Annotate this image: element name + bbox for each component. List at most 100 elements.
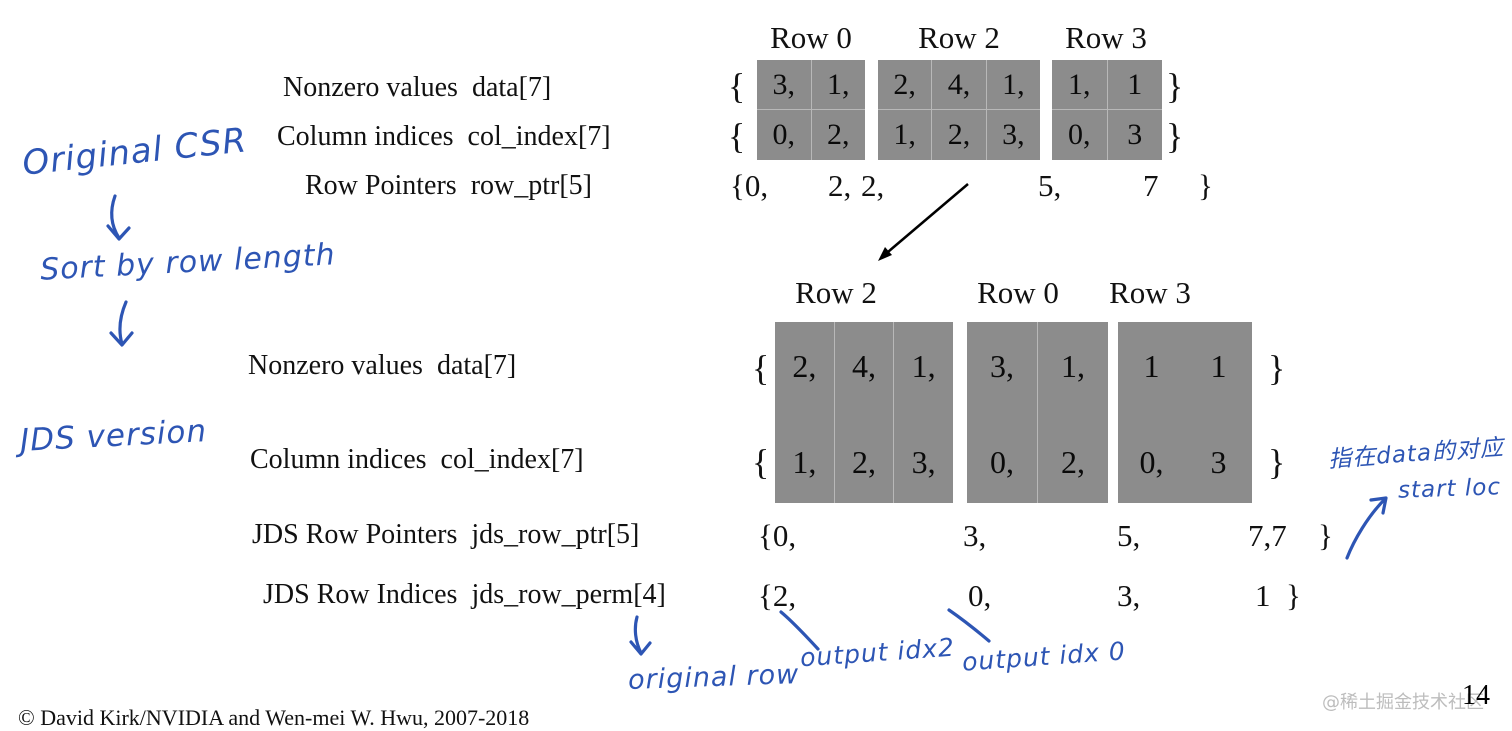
jds-rowptr-item: }	[1318, 518, 1333, 553]
original-csr-down-arrow	[106, 194, 131, 241]
jds-col: 1, 3,	[894, 322, 953, 503]
original-row-down-arrow	[629, 615, 652, 656]
csr-label-row-pointers: Row Pointers row_ptr[5]	[305, 170, 592, 202]
jds-rowptr-item: 5,	[1117, 518, 1141, 553]
jds-label-column-indices: Column indices col_index[7]	[250, 444, 584, 476]
jds-col: 3, 0,	[967, 322, 1038, 503]
copyright-text: © David Kirk/NVIDIA and Wen-mei W. Hwu, …	[18, 705, 530, 730]
grid-cell: 2,	[932, 110, 987, 160]
grid-cell: 4,	[932, 60, 987, 110]
label-code: data[7]	[471, 72, 552, 103]
jds-brace-close-col: }	[1268, 442, 1286, 482]
grid-cell: 3,	[990, 348, 1014, 384]
grid-cell: 3	[1210, 444, 1227, 480]
csr-label-nonzero-values: Nonzero values data[7]	[283, 72, 551, 104]
csr-row0-colidx-row: 0, 2,	[757, 110, 865, 160]
csr-row3-data-row: 1, 1	[1052, 60, 1162, 110]
jds-header-row0: Row 0	[977, 275, 1059, 310]
jds-rowptr-item: {0,	[758, 518, 797, 553]
label-code: jds_row_perm[4]	[471, 579, 666, 610]
grid-cell: 2,	[1061, 444, 1085, 480]
grid-cell: 3,	[986, 110, 1040, 160]
handwriting-original-row: original row	[627, 659, 800, 696]
grid-cell: 1	[1107, 60, 1162, 110]
grid-cell: 3,	[757, 60, 812, 110]
jds-col: 4, 2,	[835, 322, 895, 503]
label-code: col_index[7]	[467, 121, 611, 152]
label-code: col_index[7]	[440, 444, 584, 475]
handwriting-sort-by-row-length: Sort by row length	[39, 237, 337, 288]
handwriting-data-mapping-note: 指在data的对应	[1327, 434, 1505, 474]
jds-block-row3: 1 0, 1 3	[1118, 322, 1252, 503]
csr-rowptr-item: 5,	[1038, 168, 1062, 203]
label-text: JDS Row Indices	[263, 579, 458, 610]
grid-cell: 2,	[852, 444, 876, 480]
csr-row2-data-row: 2, 4, 1,	[878, 60, 1040, 110]
csr-label-column-indices: Column indices col_index[7]	[277, 121, 611, 153]
grid-cell: 2,	[878, 60, 933, 110]
csr-rowptr-item: 2,	[828, 168, 852, 203]
jds-label-nonzero-values: Nonzero values data[7]	[248, 350, 516, 382]
jds-col: 1 3	[1185, 322, 1252, 503]
grid-cell: 1,	[986, 60, 1040, 110]
label-code: data[7]	[436, 350, 517, 381]
output-idx0-line	[947, 608, 991, 643]
jds-brace-open-col: {	[752, 442, 770, 482]
grid-cell: 1	[1210, 348, 1227, 384]
csr-block-row3: 1, 1 0, 3	[1052, 60, 1162, 160]
grid-cell: 2,	[811, 110, 865, 160]
jds-header-row2: Row 2	[795, 275, 877, 310]
grid-cell: 3	[1107, 110, 1162, 160]
start-loc-arrow	[1345, 496, 1388, 560]
jds-rowperm-item: 1	[1255, 578, 1271, 613]
handwriting-output-idx2: output idx2	[799, 632, 956, 673]
grid-cell: 0,	[757, 110, 812, 160]
handwriting-original-csr: Original CSR	[20, 120, 249, 184]
csr-brace-close-data: }	[1166, 66, 1184, 106]
grid-cell: 4,	[852, 348, 876, 384]
jds-rowptr-item: 7,7	[1248, 518, 1287, 553]
grid-cell: 0,	[1052, 110, 1108, 160]
jds-rowperm-item: }	[1286, 578, 1301, 613]
label-text: Nonzero values	[283, 72, 458, 103]
label-text: Row Pointers	[305, 170, 457, 201]
label-text: Column indices	[277, 121, 454, 152]
csr-block-row2: 2, 4, 1, 1, 2, 3,	[878, 60, 1040, 160]
jds-rowptr-item: 3,	[963, 518, 987, 553]
jds-rowperm-item: 0,	[968, 578, 992, 613]
grid-cell: 2,	[792, 348, 817, 384]
csr-row3-colidx-row: 0, 3	[1052, 110, 1162, 160]
jds-label-row-pointers: JDS Row Pointers jds_row_ptr[5]	[252, 519, 639, 551]
handwriting-jds-version: JDS version	[19, 413, 208, 459]
grid-cell: 1,	[1052, 60, 1108, 110]
jds-block-row0: 3, 0, 1, 2,	[967, 322, 1108, 503]
csr-brace-close-col: }	[1166, 116, 1184, 156]
handwriting-output-idx0: output idx 0	[961, 636, 1127, 677]
csr-to-jds-arrow	[878, 183, 969, 261]
jds-header-row3: Row 3	[1109, 275, 1191, 310]
jds-rowperm-item: 3,	[1117, 578, 1141, 613]
csr-block-row0: 3, 1, 0, 2,	[757, 60, 865, 160]
watermark-text: @稀土掘金技术社区	[1322, 692, 1484, 713]
label-text: Column indices	[250, 444, 427, 475]
label-text: JDS Row Pointers	[252, 519, 458, 550]
grid-cell: 1,	[878, 110, 933, 160]
jds-brace-open-data: {	[752, 348, 770, 388]
jds-label-row-indices: JDS Row Indices jds_row_perm[4]	[263, 579, 666, 611]
handwriting-start-loc: start loc	[1397, 474, 1502, 504]
csr-row0-data-row: 3, 1,	[757, 60, 865, 110]
label-code: jds_row_ptr[5]	[471, 519, 640, 550]
jds-col: 1, 2,	[1038, 322, 1108, 503]
grid-cell: 3,	[911, 444, 936, 480]
grid-cell: 1,	[811, 60, 865, 110]
csr-rowptr-item: 7	[1143, 168, 1159, 203]
label-text: Nonzero values	[248, 350, 423, 381]
csr-brace-open-col: {	[728, 116, 746, 156]
grid-cell: 1,	[911, 348, 936, 384]
jds-col: 1 0,	[1118, 322, 1185, 503]
csr-rowptr-item: {0,	[730, 168, 769, 203]
grid-cell: 0,	[990, 444, 1014, 480]
jds-col: 2, 1,	[775, 322, 835, 503]
jds-brace-close-data: }	[1268, 348, 1286, 388]
